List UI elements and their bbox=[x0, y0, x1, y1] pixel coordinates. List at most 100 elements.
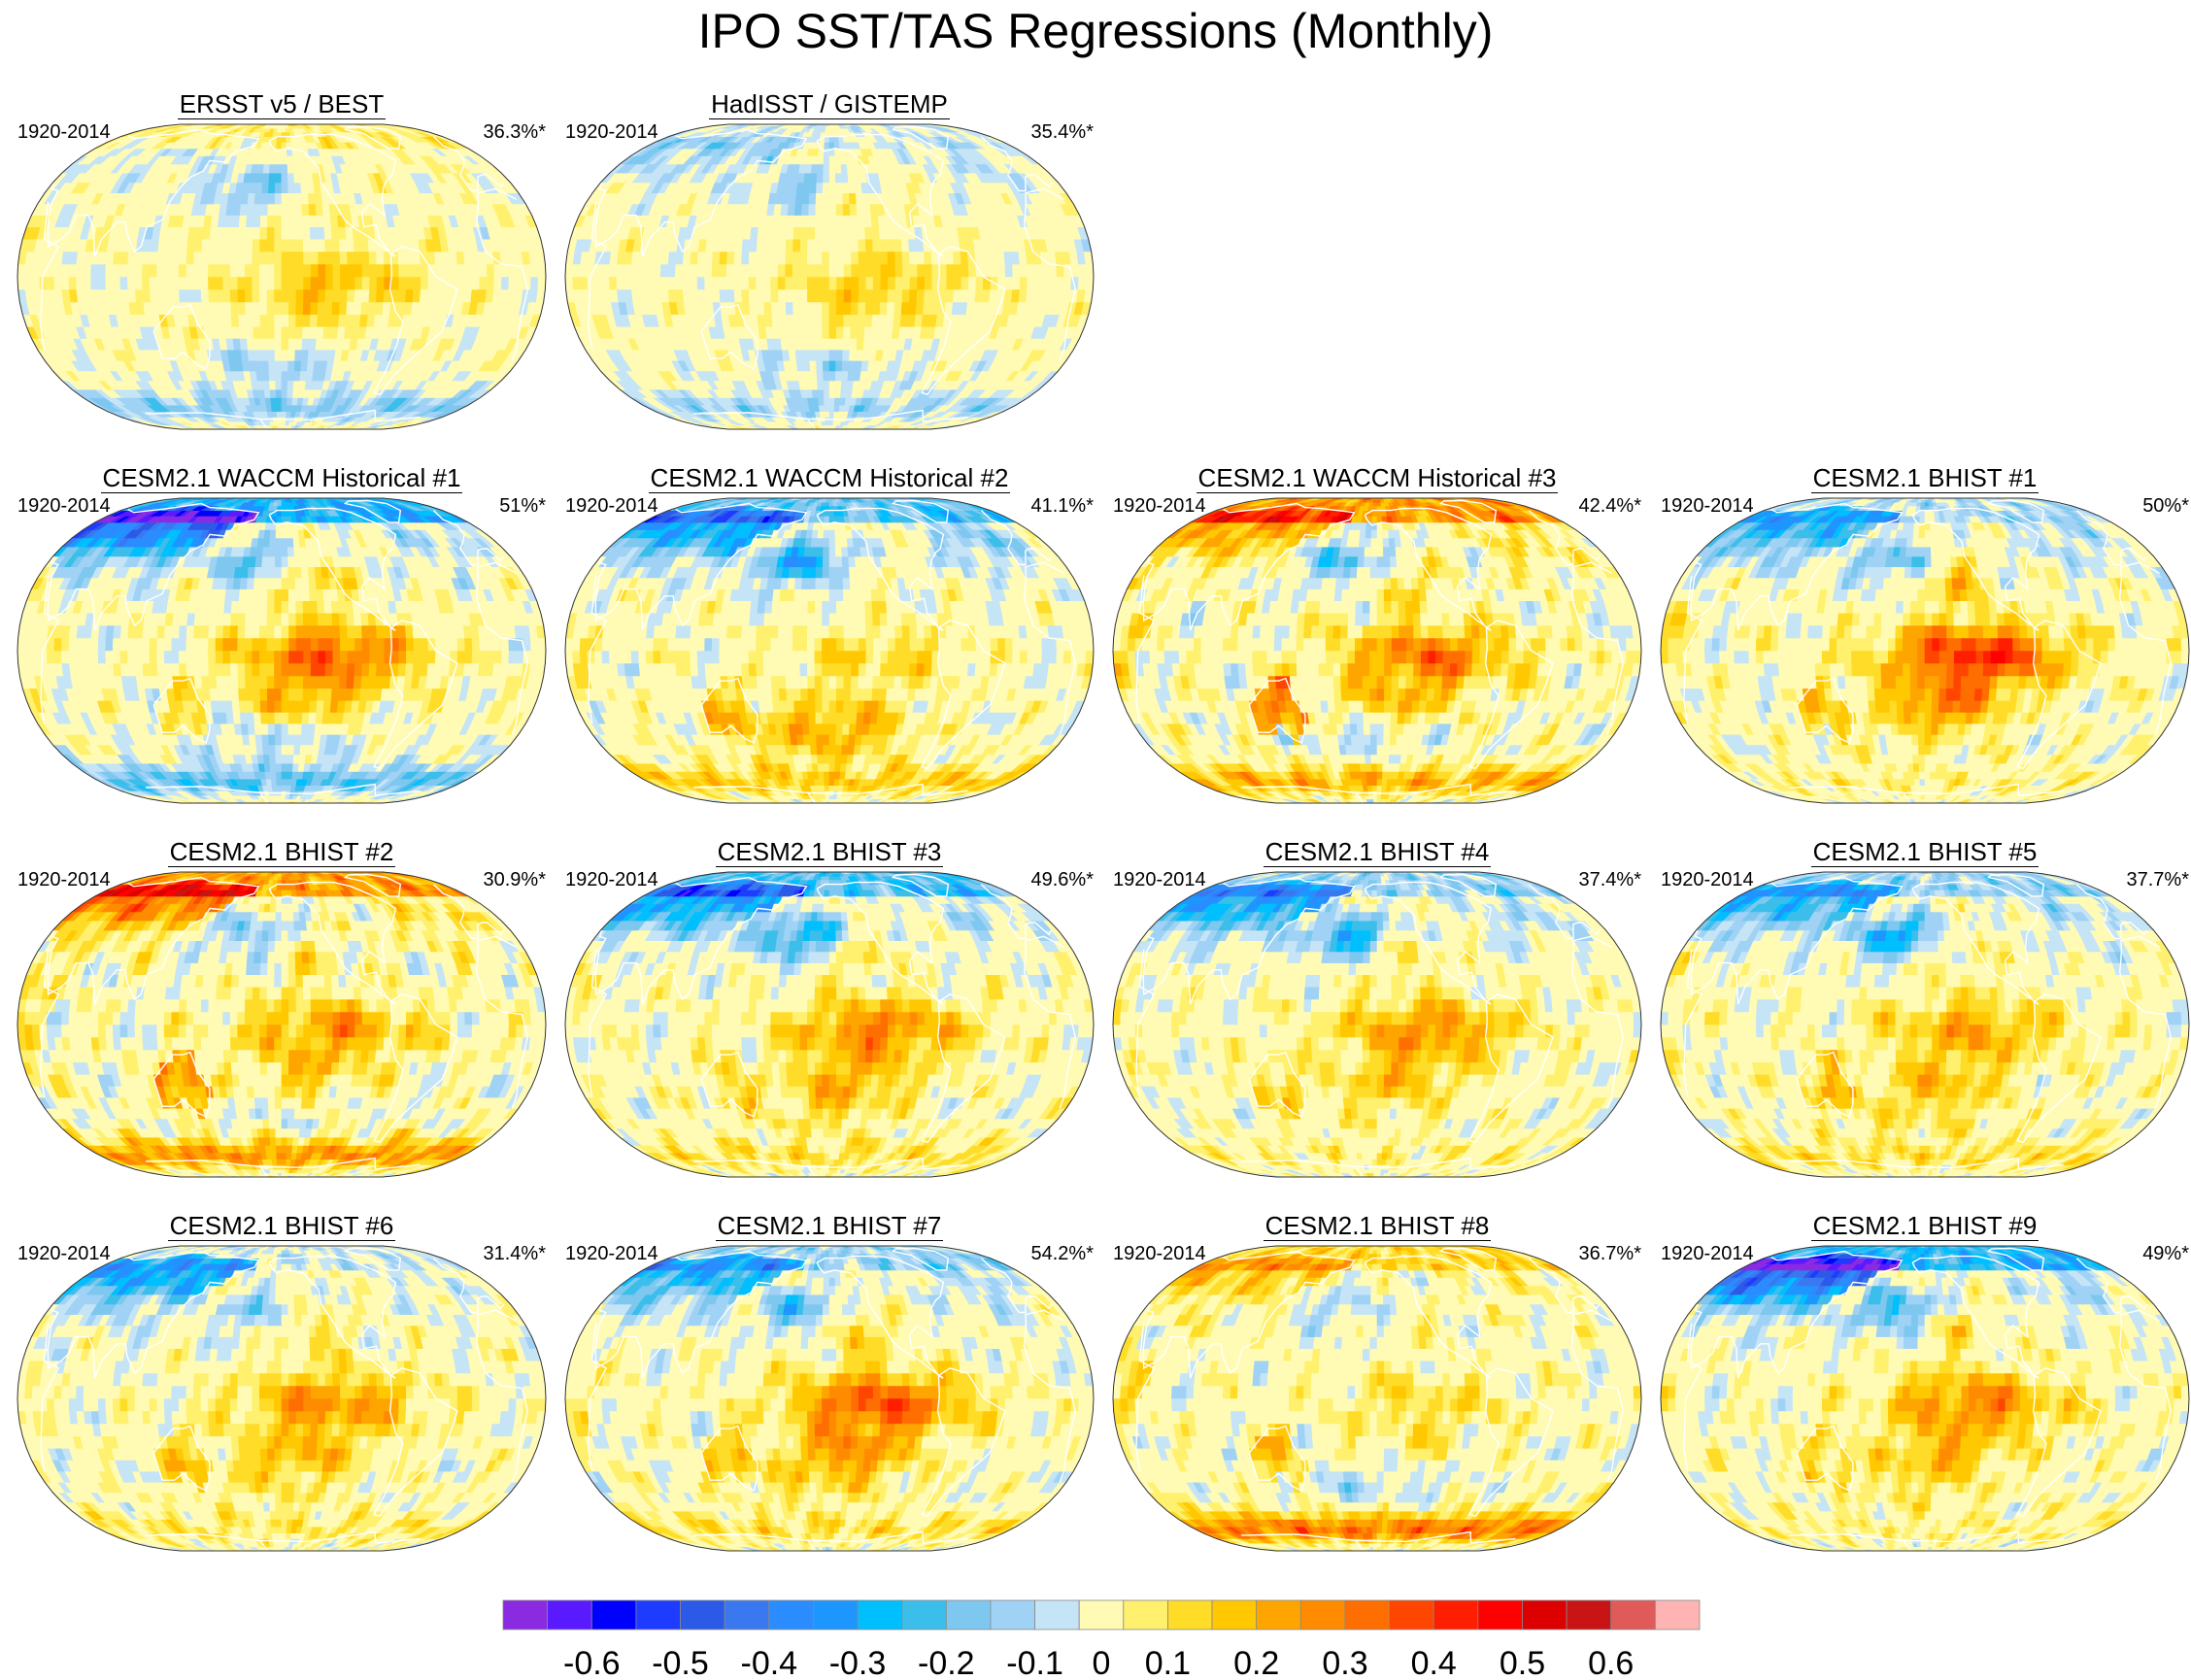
field-cell bbox=[171, 263, 180, 278]
field-cell bbox=[354, 276, 363, 290]
field-cell bbox=[277, 127, 283, 133]
field-cell bbox=[770, 251, 779, 265]
field-cell bbox=[756, 288, 764, 303]
field-cell bbox=[778, 314, 788, 327]
field-cell bbox=[149, 288, 159, 303]
field-cell bbox=[456, 276, 466, 290]
field-cell bbox=[222, 251, 231, 265]
field-cell bbox=[786, 314, 794, 327]
field-cell bbox=[60, 263, 70, 278]
field-cell bbox=[316, 215, 325, 227]
field-cell bbox=[229, 251, 239, 265]
field-cell bbox=[953, 276, 962, 290]
field-cell bbox=[252, 238, 261, 252]
field-cell bbox=[193, 288, 202, 303]
field-cell bbox=[281, 215, 289, 227]
field-cell bbox=[1004, 263, 1014, 278]
field-cell bbox=[237, 301, 247, 316]
field-cell bbox=[281, 192, 289, 205]
field-cell bbox=[376, 263, 386, 278]
field-cell bbox=[894, 251, 903, 265]
field-cell bbox=[309, 326, 318, 339]
field-cell bbox=[376, 288, 385, 303]
field-cell bbox=[835, 360, 843, 372]
field-cell bbox=[726, 238, 737, 252]
field-cell bbox=[823, 388, 830, 398]
field-cell bbox=[865, 251, 874, 265]
field-cell bbox=[887, 276, 896, 290]
field-cell bbox=[818, 141, 826, 150]
field-cell bbox=[816, 182, 824, 193]
field-cell bbox=[638, 276, 647, 290]
field-cell bbox=[31, 276, 41, 290]
field-cell bbox=[674, 263, 684, 278]
field-cell bbox=[537, 263, 546, 278]
field-cell bbox=[828, 226, 837, 240]
field-cell bbox=[870, 326, 880, 339]
field-cell bbox=[821, 420, 826, 426]
field-cell bbox=[397, 251, 407, 265]
field-cell bbox=[733, 288, 743, 303]
field-cell bbox=[83, 276, 92, 290]
field-cell bbox=[253, 326, 261, 339]
field-cell bbox=[779, 326, 789, 339]
field-cell bbox=[248, 182, 257, 193]
field-cell bbox=[258, 263, 268, 278]
field-cell bbox=[288, 301, 297, 316]
field-cell bbox=[347, 288, 355, 303]
field-cell bbox=[287, 338, 296, 351]
field-cell bbox=[254, 182, 263, 193]
field-cell bbox=[287, 226, 297, 240]
field-cell bbox=[850, 301, 860, 316]
field-cell bbox=[274, 182, 283, 193]
field-cell bbox=[908, 301, 918, 316]
field-cell bbox=[259, 301, 268, 316]
field-cell bbox=[786, 215, 795, 227]
field-cell bbox=[294, 326, 304, 339]
field-cell bbox=[757, 226, 766, 240]
field-cell bbox=[792, 251, 801, 265]
field-cell bbox=[587, 276, 596, 290]
field-cell bbox=[848, 182, 857, 193]
field-cell bbox=[822, 226, 830, 240]
field-cell bbox=[239, 203, 249, 216]
field-cell bbox=[208, 238, 218, 252]
field-cell bbox=[763, 314, 773, 327]
field-cell bbox=[281, 370, 288, 382]
field-cell bbox=[811, 388, 819, 398]
field-cell bbox=[310, 238, 319, 252]
field-cell bbox=[281, 182, 289, 193]
field-cell bbox=[785, 276, 793, 290]
field-cell bbox=[835, 314, 845, 327]
field-cell bbox=[835, 349, 844, 361]
field-cell bbox=[820, 131, 826, 137]
field-cell bbox=[719, 288, 728, 303]
field-cell bbox=[493, 263, 503, 278]
field-cell bbox=[315, 203, 324, 216]
field-cell bbox=[842, 192, 851, 205]
field-cell bbox=[822, 301, 830, 316]
field-cell bbox=[300, 360, 309, 372]
field-cell bbox=[433, 288, 444, 303]
coastline-south_america bbox=[373, 246, 458, 396]
field-cell bbox=[916, 251, 926, 265]
field-cell bbox=[259, 215, 269, 227]
field-cell bbox=[808, 349, 817, 361]
field-cell bbox=[274, 238, 283, 252]
field-cell bbox=[259, 326, 269, 339]
field-cell bbox=[777, 251, 787, 265]
field-cell bbox=[202, 226, 212, 240]
field-cell bbox=[302, 301, 312, 316]
field-cell bbox=[799, 288, 808, 303]
field-cell bbox=[232, 203, 242, 216]
field-cell bbox=[828, 411, 835, 418]
field-cell bbox=[690, 263, 698, 278]
field-cell bbox=[803, 172, 812, 184]
field-cell bbox=[253, 349, 263, 361]
field-cell bbox=[817, 380, 825, 390]
field-cell bbox=[750, 314, 759, 327]
field-cell bbox=[246, 338, 255, 351]
field-cell bbox=[237, 263, 246, 278]
field-cell bbox=[572, 263, 582, 278]
field-cell bbox=[733, 251, 743, 265]
